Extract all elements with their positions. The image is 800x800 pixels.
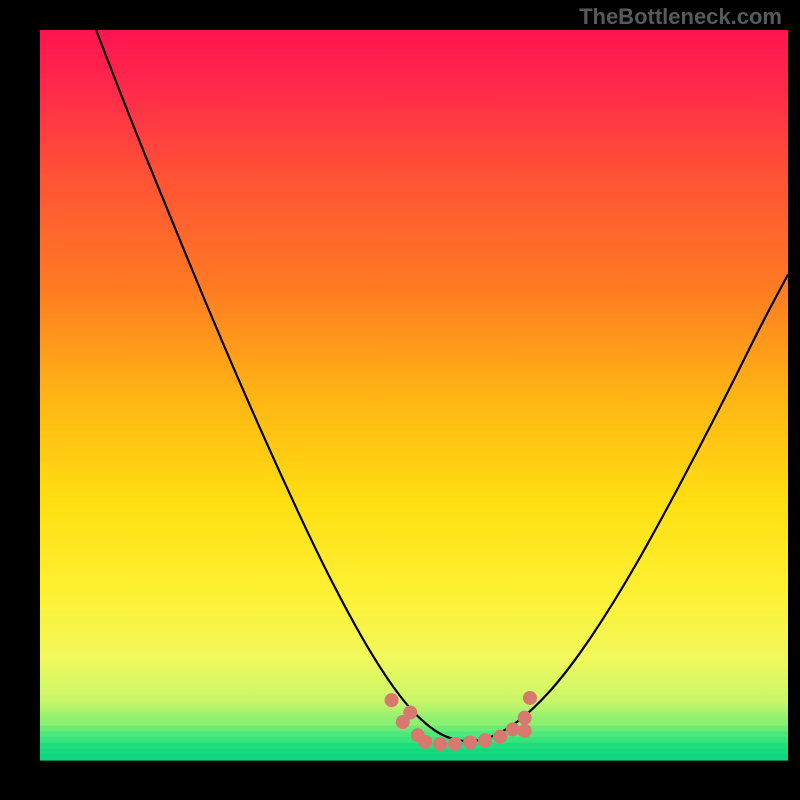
chart-frame xyxy=(0,0,800,800)
watermark-text: TheBottleneck.com xyxy=(579,4,782,30)
